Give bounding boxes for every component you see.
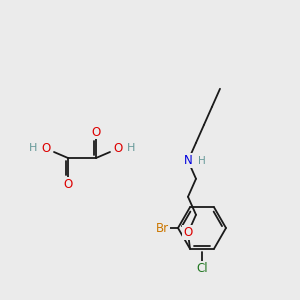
Text: Cl: Cl [196, 262, 208, 275]
Text: O: O [113, 142, 123, 154]
Text: O: O [41, 142, 51, 154]
Text: O: O [183, 226, 193, 239]
Text: H: H [29, 143, 37, 153]
Text: O: O [92, 125, 100, 139]
Text: Br: Br [155, 221, 169, 235]
Text: H: H [127, 143, 135, 153]
Text: O: O [63, 178, 73, 190]
Text: N: N [184, 154, 192, 167]
Text: H: H [198, 156, 206, 166]
